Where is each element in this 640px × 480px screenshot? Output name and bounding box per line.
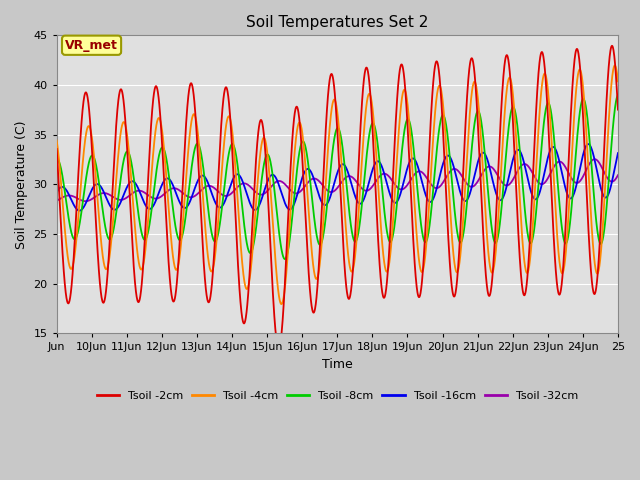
X-axis label: Time: Time xyxy=(322,358,353,371)
Text: VR_met: VR_met xyxy=(65,39,118,52)
Y-axis label: Soil Temperature (C): Soil Temperature (C) xyxy=(15,120,28,249)
Legend: Tsoil -2cm, Tsoil -4cm, Tsoil -8cm, Tsoil -16cm, Tsoil -32cm: Tsoil -2cm, Tsoil -4cm, Tsoil -8cm, Tsoi… xyxy=(92,387,582,406)
Title: Soil Temperatures Set 2: Soil Temperatures Set 2 xyxy=(246,15,429,30)
